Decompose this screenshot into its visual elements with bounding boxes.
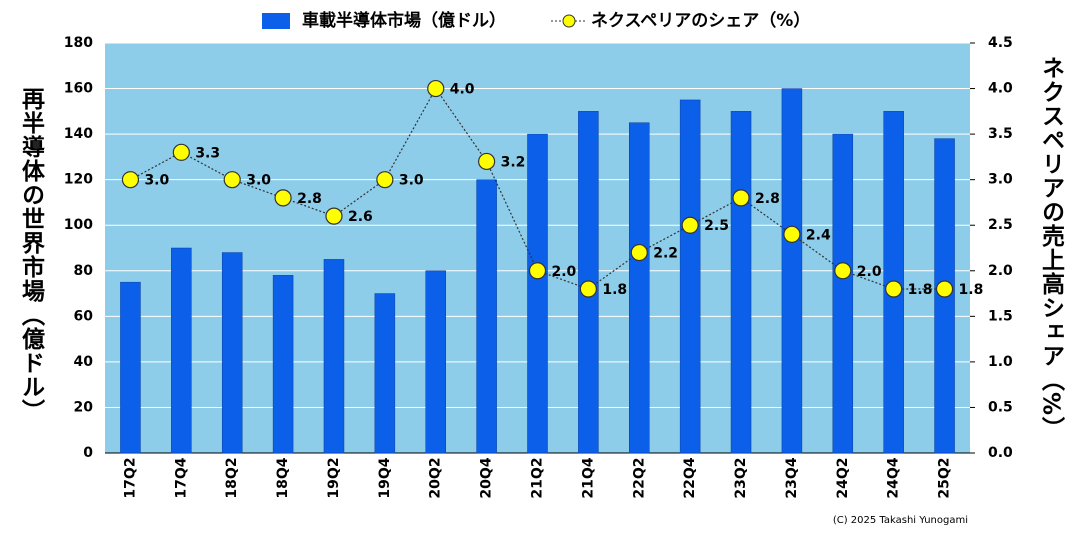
x-tick-label: 19Q4 (377, 457, 393, 498)
y-tick-label: 60 (74, 308, 94, 324)
x-tick-label: 22Q4 (682, 457, 698, 498)
x-tick-label: 20Q4 (479, 457, 495, 498)
share-point (223, 171, 241, 189)
y-tick-label: 20 (74, 399, 94, 415)
data-label: 2.8 (297, 191, 322, 207)
x-tick-label: 21Q2 (530, 457, 546, 498)
legend-swatch (262, 13, 290, 29)
share-point (579, 280, 597, 298)
data-label: 3.0 (246, 173, 271, 189)
share-point (427, 79, 445, 98)
y2-tick-label: 4.0 (988, 81, 1013, 97)
legend-label: ネクスペリアのシェア（%） (591, 10, 810, 31)
bar (629, 122, 650, 454)
share-point (325, 207, 343, 225)
bar (832, 133, 854, 454)
bar (272, 275, 294, 454)
x-tick-label: 17Q4 (173, 457, 189, 498)
legend-marker (562, 14, 576, 28)
y2-tick-label: 2.0 (988, 263, 1013, 279)
y2-tick-label: 0.0 (988, 445, 1013, 461)
share-point (121, 171, 140, 189)
bar (120, 281, 141, 454)
x-tick-label: 24Q4 (886, 457, 902, 498)
y-tick-label: 160 (64, 81, 93, 97)
data-label: 3.2 (501, 154, 526, 170)
y-tick-label: 40 (74, 354, 94, 370)
y2-tick-label: 3.5 (988, 126, 1013, 142)
bar (374, 293, 396, 454)
y-tick-label: 140 (64, 126, 93, 142)
share-point (172, 143, 190, 161)
data-label: 2.6 (348, 209, 373, 225)
y2-axis-title: ネクスペリアの売上高シェア（%） (1038, 56, 1066, 440)
bar (171, 247, 192, 454)
share-point (376, 171, 394, 189)
bar (527, 133, 548, 454)
share-point (630, 243, 648, 262)
data-label: 3.0 (144, 173, 169, 189)
share-point (834, 262, 852, 280)
y2-tick-label: 4.5 (988, 35, 1013, 51)
share-point (528, 262, 547, 280)
bar (425, 270, 446, 454)
share-point (681, 216, 699, 234)
data-label: 3.3 (195, 145, 220, 161)
x-tick-label: 18Q4 (275, 457, 291, 498)
y-tick-label: 80 (74, 263, 94, 279)
share-point (783, 225, 801, 243)
y-axis-title: 再半導体の世界市場（億ドル） (18, 87, 46, 423)
bar (781, 88, 803, 454)
bar (476, 179, 497, 454)
data-label: 2.2 (653, 246, 678, 262)
data-label: 2.0 (857, 264, 882, 280)
y2-tick-label: 1.0 (988, 354, 1013, 370)
share-point (274, 189, 292, 207)
x-tick-label: 21Q4 (580, 457, 596, 498)
y-tick-label: 180 (64, 35, 93, 51)
x-tick-label: 20Q2 (428, 457, 444, 498)
x-tick-label: 23Q2 (733, 457, 749, 498)
data-label: 2.8 (755, 191, 780, 207)
bar (679, 99, 701, 454)
y2-tick-label: 2.5 (988, 217, 1013, 233)
x-tick-label: 25Q2 (937, 457, 953, 498)
y2-tick-label: 3.0 (988, 172, 1013, 188)
share-point (885, 280, 903, 298)
data-label: 3.0 (399, 173, 424, 189)
data-label: 4.0 (450, 82, 475, 98)
y-tick-label: 100 (64, 217, 93, 233)
share-point (935, 280, 954, 298)
bar (221, 252, 243, 454)
data-label: 1.8 (602, 282, 627, 298)
data-label: 2.5 (704, 218, 729, 234)
y2-tick-label: 0.5 (988, 399, 1013, 415)
y-tick-label: 0 (83, 445, 93, 461)
data-label: 1.8 (908, 282, 933, 298)
data-label: 2.0 (552, 264, 577, 280)
x-tick-label: 19Q2 (326, 457, 342, 498)
y2-tick-label: 1.5 (988, 308, 1013, 324)
x-tick-label: 17Q2 (122, 457, 138, 498)
bar (730, 111, 752, 454)
legend-label: 車載半導体市場（億ドル） (302, 10, 506, 31)
share-point (478, 152, 496, 171)
data-label: 1.8 (959, 282, 984, 298)
copyright: (C) 2025 Takashi Yunogami (833, 515, 968, 526)
x-tick-label: 18Q2 (224, 457, 240, 498)
x-tick-label: 23Q4 (784, 457, 800, 498)
y-tick-label: 120 (64, 172, 93, 188)
bar (323, 259, 345, 454)
x-tick-label: 22Q2 (631, 457, 647, 498)
x-tick-label: 24Q2 (835, 457, 851, 498)
share-point (732, 189, 750, 207)
data-label: 2.4 (806, 227, 831, 243)
